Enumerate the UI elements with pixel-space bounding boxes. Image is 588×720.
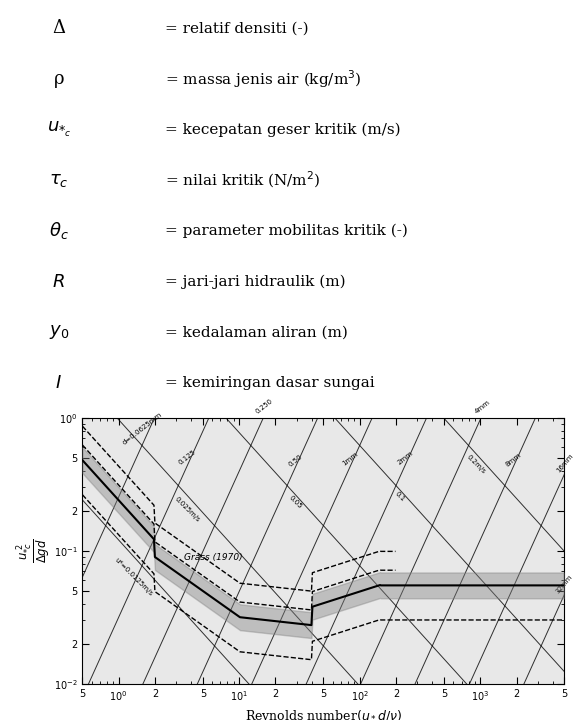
Text: 1mm: 1mm xyxy=(341,451,359,467)
Text: 2mm: 2mm xyxy=(396,450,414,466)
Text: $\tau_c$: $\tau_c$ xyxy=(49,171,69,189)
Text: 0.1: 0.1 xyxy=(394,490,406,503)
Text: Δ: Δ xyxy=(52,19,65,37)
Text: 0.125: 0.125 xyxy=(178,449,197,466)
Text: $u_{*_c}$: $u_{*_c}$ xyxy=(46,120,71,139)
Text: Grass (1970): Grass (1970) xyxy=(184,553,243,562)
Text: 8mm: 8mm xyxy=(504,452,522,468)
Text: 0.50: 0.50 xyxy=(287,454,303,468)
Text: 0.2m/s: 0.2m/s xyxy=(465,454,486,474)
X-axis label: Reynolds number$(u_*d/\nu)$: Reynolds number$(u_*d/\nu)$ xyxy=(245,708,402,720)
Text: ρ: ρ xyxy=(54,70,64,88)
Text: 4mm: 4mm xyxy=(473,400,491,415)
Text: = jari-jari hidraulik (m): = jari-jari hidraulik (m) xyxy=(165,274,345,289)
Text: = parameter mobilitas kritik (-): = parameter mobilitas kritik (-) xyxy=(165,224,407,238)
Text: = kemiringan dasar sungai: = kemiringan dasar sungai xyxy=(165,376,375,390)
Text: = kecepatan geser kritik (m/s): = kecepatan geser kritik (m/s) xyxy=(165,122,400,137)
Text: $R$: $R$ xyxy=(52,273,65,291)
Text: 16mm: 16mm xyxy=(555,453,574,474)
Text: = relatif densiti (-): = relatif densiti (-) xyxy=(165,21,308,35)
Text: 0.05: 0.05 xyxy=(288,495,303,510)
Text: 0.250: 0.250 xyxy=(255,398,274,415)
Text: 32mm: 32mm xyxy=(555,573,574,594)
Y-axis label: $\frac{u_{*c}^{\;2}}{\Delta g d}$: $\frac{u_{*c}^{\;2}}{\Delta g d}$ xyxy=(15,539,54,563)
Text: $\theta_c$: $\theta_c$ xyxy=(49,220,69,241)
Text: = nilai kritik (N/m$^2$): = nilai kritik (N/m$^2$) xyxy=(165,170,320,191)
Text: $y_0$: $y_0$ xyxy=(49,323,69,341)
Text: 0.025m/s: 0.025m/s xyxy=(173,495,201,523)
Text: = kedalaman aliran (m): = kedalaman aliran (m) xyxy=(165,325,348,339)
Text: = massa jenis air (kg/m$^3$): = massa jenis air (kg/m$^3$) xyxy=(165,68,362,90)
Text: $I$: $I$ xyxy=(55,374,62,392)
Text: u*=0.0125m/s: u*=0.0125m/s xyxy=(113,557,154,597)
Text: d=0.0625mm: d=0.0625mm xyxy=(121,411,163,446)
